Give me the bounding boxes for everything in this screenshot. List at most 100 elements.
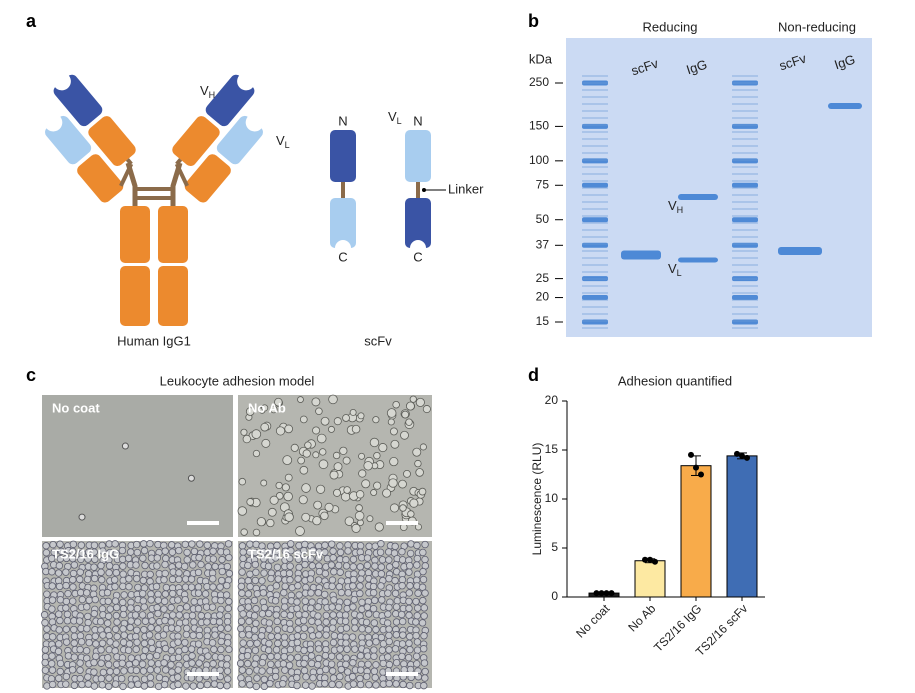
cell: [370, 652, 378, 660]
cell: [43, 590, 51, 598]
faint-band: [732, 138, 758, 140]
lane-label: IgG: [684, 57, 709, 78]
cell: [290, 443, 299, 452]
cell: [175, 569, 183, 577]
cell: [91, 632, 100, 640]
cell: [342, 639, 350, 647]
cell: [105, 674, 113, 682]
cell: [121, 442, 129, 450]
cell: [293, 632, 302, 640]
cell: [55, 610, 63, 618]
cell: [246, 639, 254, 648]
cell: [342, 414, 350, 422]
cell: [274, 632, 282, 641]
faint-band: [732, 313, 758, 315]
data-point: [744, 454, 750, 461]
cell: [204, 562, 212, 571]
faint-band: [732, 236, 758, 238]
cell: [146, 539, 154, 548]
cell: [355, 504, 363, 512]
cell: [389, 427, 398, 436]
cell: [349, 563, 357, 571]
cell: [351, 645, 359, 653]
non-reducing-label: Non-reducing: [778, 19, 856, 34]
cell: [119, 625, 127, 633]
cell: [194, 604, 203, 613]
cell: [252, 605, 260, 613]
cell: [365, 639, 373, 647]
cell: [113, 632, 121, 641]
cell: [339, 446, 348, 455]
cell: [342, 654, 351, 662]
cell: [139, 554, 147, 562]
cell: [392, 658, 401, 667]
ladder-label: 250: [529, 75, 549, 89]
cell: [96, 617, 105, 626]
cell: [251, 626, 259, 634]
cell: [351, 523, 361, 533]
cell: [223, 639, 232, 647]
cell: [99, 547, 107, 555]
cell: [378, 596, 386, 604]
cell: [70, 653, 79, 661]
cell: [98, 639, 107, 647]
cell: [146, 666, 155, 674]
cell: [119, 598, 127, 607]
cell: [314, 603, 322, 611]
cell: [153, 603, 161, 612]
cell: [48, 582, 56, 590]
cell: [133, 548, 142, 557]
scfv-caption: scFv: [364, 333, 392, 348]
cell: [237, 674, 245, 682]
cell: [90, 574, 99, 583]
cell: [405, 568, 413, 576]
cell: [209, 617, 218, 626]
cell: [187, 645, 196, 653]
cell: [203, 680, 212, 689]
cell: [350, 595, 358, 604]
cell: [356, 652, 365, 660]
cell: [314, 576, 323, 584]
faint-band: [732, 159, 758, 161]
cell: [211, 562, 219, 571]
tile-label: TS2/16 scFv: [248, 546, 324, 561]
cell: [190, 547, 199, 556]
cell: [329, 618, 338, 626]
cell: [169, 611, 177, 619]
cell: [84, 612, 92, 621]
cell: [356, 582, 364, 590]
cell: [238, 589, 246, 597]
cell: [415, 468, 424, 477]
cell: [141, 617, 150, 625]
cell: [293, 638, 302, 647]
cell: [168, 668, 176, 676]
faint-band: [582, 201, 608, 203]
cell: [104, 597, 112, 606]
cell: [315, 407, 323, 415]
cell: [188, 652, 196, 660]
faint-band: [582, 320, 608, 322]
cell: [420, 645, 428, 653]
cell: [308, 682, 316, 690]
faint-band: [582, 250, 608, 252]
cell: [260, 569, 268, 577]
cell: [349, 603, 357, 611]
cell: [304, 441, 312, 449]
cell: [216, 611, 224, 619]
cell: [284, 424, 294, 434]
cell: [98, 681, 106, 689]
cell: [384, 589, 392, 597]
cell: [175, 546, 183, 555]
cell: [56, 616, 64, 625]
n-terminus: N: [413, 113, 422, 128]
data-point: [608, 590, 615, 597]
gel: [566, 38, 872, 337]
cell: [127, 617, 135, 625]
faint-band: [582, 229, 608, 231]
cell: [275, 492, 284, 500]
cell: [322, 618, 330, 626]
cell: [356, 589, 364, 598]
cell: [372, 661, 380, 669]
cell: [246, 498, 255, 506]
